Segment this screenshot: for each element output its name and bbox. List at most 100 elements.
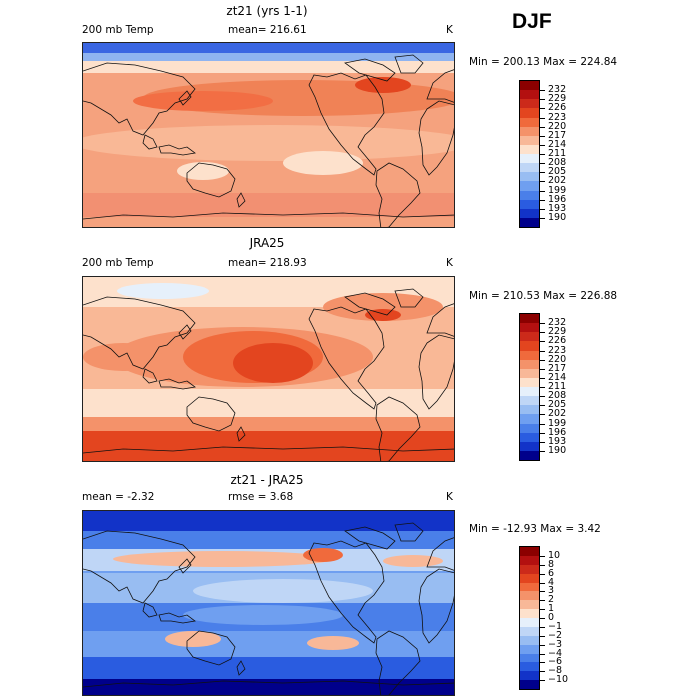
colorbar-2-segment <box>520 405 539 415</box>
colorbar-3-segment <box>520 680 539 689</box>
colorbar-2-tick-mark <box>540 341 545 343</box>
colorbar-3-tick-mark <box>540 653 545 655</box>
colorbar-3-tick-label: −10 <box>548 674 569 686</box>
colorbar-1-segment <box>520 217 539 227</box>
colorbar-1-tick-mark <box>540 99 545 101</box>
panel-1-minmax: Min = 200.13 Max = 224.84 <box>469 56 618 68</box>
colorbar-3-tick-mark <box>540 591 545 593</box>
colorbar-2-tick-mark <box>540 387 545 388</box>
colorbar-3-tick-mark <box>540 644 545 646</box>
colorbar-1-segment <box>520 163 539 173</box>
colorbar-2-segment <box>520 441 539 451</box>
panel-1-units: K <box>446 24 453 36</box>
colorbar-2-segment <box>520 450 539 460</box>
panel-3-title: zt21 - JRA25 <box>230 473 304 487</box>
colorbar-2-tick-mark <box>540 350 545 352</box>
colorbar-2-tick-mark <box>540 323 545 325</box>
colorbar-2-segment <box>520 314 539 324</box>
colorbar-1-tick-mark <box>540 190 545 192</box>
colorbar-2-segment <box>520 350 539 360</box>
panel-3-map <box>82 510 455 696</box>
colorbar-2-tick-label: 217 <box>548 362 567 374</box>
colorbar-1-tick-label: 223 <box>548 111 567 123</box>
colorbar-1-tick-mark <box>540 199 545 201</box>
colorbar-1-segment <box>520 135 539 145</box>
colorbar-1-tick-label: 220 <box>548 120 567 132</box>
colorbar-1-tick-label: 214 <box>548 138 567 150</box>
colorbar-3-tick-mark <box>540 635 545 637</box>
colorbar-1-segment <box>520 90 539 100</box>
colorbar-2-segment <box>520 332 539 342</box>
panel-2-units: K <box>446 257 453 269</box>
colorbar-1-tick-mark <box>540 126 545 128</box>
colorbar-3-tick-label: −6 <box>548 656 563 668</box>
colorbar-1-tick-label: 217 <box>548 129 567 141</box>
panel-2-map <box>82 276 455 462</box>
colorbar-1-tick-mark <box>540 108 545 110</box>
colorbar-3-segment <box>520 547 539 556</box>
colorbar-3-tick-mark <box>540 555 545 557</box>
colorbar-2-tick-mark <box>540 377 545 379</box>
colorbar-2-tick-label: 190 <box>548 444 567 456</box>
colorbar-2-tick-label: 211 <box>548 381 567 392</box>
colorbar-1-segment <box>520 117 539 127</box>
colorbar-2-tick-label: 223 <box>548 344 567 356</box>
colorbar-1-segment <box>520 190 539 200</box>
colorbar-2-tick-mark <box>540 332 545 334</box>
colorbar-3-tick-mark <box>540 680 545 682</box>
colorbar-3-segment <box>520 653 539 663</box>
colorbar-3-tick-mark <box>540 626 545 628</box>
colorbar-1-tick-mark <box>540 144 545 146</box>
colorbar-1-tick-label: 208 <box>548 157 567 169</box>
colorbar-1-segment <box>520 81 539 91</box>
panel-3-map-svg <box>83 511 454 695</box>
colorbar-3-tick-label: −2 <box>548 629 563 641</box>
colorbar-2-segment <box>520 432 539 442</box>
colorbar-2-tick-label: 196 <box>548 426 567 438</box>
colorbar-2-tick-label: 229 <box>548 326 567 338</box>
colorbar-2-tick-mark <box>540 423 545 425</box>
colorbar-2-tick-label: 232 <box>548 317 567 329</box>
colorbar-2-segment <box>520 341 539 351</box>
panel-1-map-svg <box>83 43 454 227</box>
colorbar-3-segment <box>520 671 539 681</box>
colorbar-1-tick-label: 193 <box>548 202 567 214</box>
colorbar-2-segment <box>520 377 539 387</box>
colorbar-2-tick-mark <box>540 414 545 416</box>
colorbar-3-tick-label: 8 <box>548 558 555 570</box>
panel-1-colorbar <box>519 80 540 228</box>
panel-1-map <box>82 42 455 228</box>
panel-2-center-label: mean= 218.93 <box>228 257 307 269</box>
panel-1-title: zt21 (yrs 1-1) <box>226 4 308 18</box>
panel-3-units: K <box>446 491 453 503</box>
panel-3-colorbar <box>519 546 540 690</box>
colorbar-3-tick-mark <box>540 609 545 611</box>
colorbar-2-segment <box>520 368 539 378</box>
colorbar-1-segment <box>520 99 539 109</box>
colorbar-1-tick-label: 229 <box>548 93 567 105</box>
panel-2-title: JRA25 <box>249 236 285 250</box>
colorbar-1-segment <box>520 181 539 191</box>
colorbar-3-tick-label: 4 <box>548 576 555 588</box>
panel-2-left-label: 200 mb Temp <box>82 257 154 269</box>
colorbar-1-segment <box>520 126 539 136</box>
colorbar-1-tick-mark <box>540 217 545 219</box>
colorbar-2-tick-label: 202 <box>548 408 567 420</box>
colorbar-2-segment <box>520 423 539 433</box>
colorbar-3-tick-label: 0 <box>548 612 555 623</box>
colorbar-1-tick-label: 199 <box>548 184 567 196</box>
colorbar-1-tick-label: 190 <box>548 211 567 223</box>
colorbar-3-segment <box>520 644 539 654</box>
colorbar-1-tick-mark <box>540 208 545 210</box>
colorbar-1-segment <box>520 108 539 118</box>
colorbar-3-segment <box>520 573 539 583</box>
colorbar-1-tick-mark <box>540 163 545 165</box>
colorbar-1-tick-label: 196 <box>548 193 567 205</box>
colorbar-3-segment <box>520 609 539 618</box>
panel-2-map-svg <box>83 277 454 461</box>
colorbar-1-tick-label: 205 <box>548 166 567 178</box>
colorbar-1-segment <box>520 172 539 182</box>
colorbar-1-segment <box>520 154 539 164</box>
colorbar-2-tick-mark <box>540 396 545 398</box>
colorbar-3-tick-label: 2 <box>548 594 555 606</box>
